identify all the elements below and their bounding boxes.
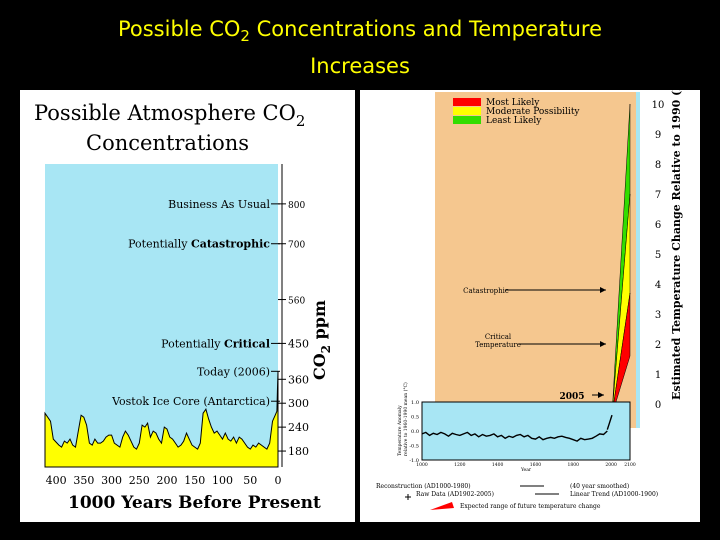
inset-y-tick-label: 1.0 (411, 400, 419, 406)
inset-y-tick-label: 0.0 (411, 429, 419, 435)
temp-y-axis-label: Estimated Temperature Change Relative to… (670, 90, 683, 400)
inset-legend-label: Linear Trend (AD1000-1900) (570, 491, 658, 498)
temp-annotation-arrowhead (598, 392, 604, 398)
inset-plot-frame (421, 401, 631, 461)
inset-legend-range-swatch (430, 502, 454, 510)
co2-chart: Possible Atmosphere CO2 Concentrations B… (34, 101, 333, 513)
co2-y-tick-label: 180 (288, 445, 309, 458)
co2-area-layer (44, 371, 279, 468)
temp-annotation-label: Critical (485, 333, 512, 341)
co2-annotation-label: Potentially Catastrophic (128, 238, 270, 251)
co2-x-tick-label: 350 (73, 474, 94, 487)
temp-y-tick-label: 10 (652, 100, 665, 111)
temp-inset-legend: Reconstruction (AD1000-1980) (40 year smo… (376, 483, 658, 510)
temp-y-tick-label: 7 (655, 190, 661, 201)
co2-annotation-layer: Business As Usual Potentially Catastrophi… (111, 198, 280, 408)
inset-x-tick-label: 2000 (605, 462, 617, 468)
inset-reconstruction-line (421, 430, 608, 442)
legend-label: Least Likely (486, 116, 542, 126)
co2-plot-background (45, 164, 278, 467)
co2-x-tick-label: 200 (157, 474, 178, 487)
temp-y-tick-label: 5 (655, 250, 661, 261)
temperature-chart-panel: 1.0 0.5 0.0 -0.5 -1.0 1000 1200 1400 1600 1800 200… (360, 90, 700, 522)
co2-y-axis-label: CO2 ppm (310, 300, 333, 380)
co2-y-tick-label: 240 (288, 421, 309, 434)
co2-series-area (44, 371, 279, 468)
projection-band (611, 292, 631, 416)
temp-projection-bands (611, 103, 631, 416)
inset-y-axis-label: relative to 1960-1990 mean (°C) (402, 382, 409, 456)
co2-x-tick-label: 50 (243, 474, 257, 487)
inset-x-tick-label: 1800 (568, 462, 580, 468)
inset-legend-label: Expected range of future temperature cha… (460, 503, 601, 510)
slide-title: Possible CO2 Concentrations and Temperat… (0, 14, 720, 81)
temp-y-tick-label: 6 (655, 220, 661, 231)
slide-title-line2: Increases (310, 54, 410, 78)
co2-x-tick-label: 400 (46, 474, 67, 487)
co2-y-tick-label: 450 (288, 337, 309, 350)
inset-x-axis-label: Year (520, 467, 532, 473)
legend-label: Most Likely (486, 98, 540, 108)
co2-annotation-label: Business As Usual (168, 198, 270, 211)
legend-swatch (453, 107, 481, 115)
title-subscript: 2 (240, 27, 250, 45)
inset-legend-label: Raw Data (AD1902-2005) (416, 491, 494, 498)
temp-y-tick-label: 3 (655, 310, 661, 321)
co2-x-tick-label: 150 (184, 474, 205, 487)
co2-y-tick-label: 800 (288, 201, 305, 211)
co2-y-tick-label: 360 (288, 373, 309, 386)
co2-annotation-label: Vostok Ice Core (Antarctica) (111, 395, 270, 408)
inset-y-tick-label: -0.5 (409, 444, 419, 450)
inset-y-tick-label: 0.5 (411, 415, 419, 421)
temp-y-tick-label: 0 (655, 400, 661, 411)
temp-annotation-arrowhead (600, 341, 606, 347)
co2-y-tick-label: 300 (288, 397, 309, 410)
inset-x-tick-label: 1400 (492, 462, 504, 468)
inset-x-tick-label: 1600 (530, 462, 542, 468)
co2-x-tick-label: 300 (101, 474, 122, 487)
temp-y-tick-label: 4 (655, 280, 661, 291)
temp-y-tick-label: 1 (655, 370, 661, 381)
temp-annotation-arrowhead (600, 287, 606, 293)
legend-label: Moderate Possibility (486, 107, 580, 117)
co2-x-tick-label: 250 (129, 474, 150, 487)
co2-x-axis-label: 1000 Years Before Present (68, 493, 321, 513)
temp-y-tick-label: 9 (655, 130, 661, 141)
inset-y-axis-label: Temperature Anomaly (397, 405, 403, 456)
inset-legend-label: (40 year smoothed) (570, 483, 629, 490)
title-text-co: Possible CO (117, 17, 241, 41)
temp-y-tick-label: 2 (655, 340, 661, 351)
co2-annotation-label: Today (2006) (197, 365, 270, 378)
temp-plot-edge (636, 92, 640, 428)
slide-title-line1: Possible CO2 Concentrations and Temperat… (0, 14, 720, 51)
temp-annotation-label: Catastrophic (463, 287, 509, 295)
inset-x-tick-label: 1000 (416, 462, 428, 468)
temp-plot-background (435, 92, 636, 428)
inset-x-tick-label: 1200 (454, 462, 466, 468)
co2-annotation-label: Potentially Critical (161, 337, 270, 350)
inset-legend-label: Reconstruction (AD1000-1980) (376, 483, 471, 490)
temp-y-tick-label: 8 (655, 160, 661, 171)
inset-x-tick-label: 2100 (624, 462, 636, 468)
inset-raw-data-line (606, 414, 613, 430)
co2-axis-layer: 800 700 560 450 360 300 240 180 400 350 300 250 200 1… (46, 164, 309, 487)
co2-x-tick-label: 100 (212, 474, 233, 487)
temp-annotation-label: Temperature (475, 341, 521, 349)
co2-chart-panel: Possible Atmosphere CO2 Concentrations B… (20, 90, 355, 522)
co2-chart-title-line1: Possible Atmosphere CO2 (34, 101, 305, 130)
co2-y-tick-label: 560 (288, 297, 305, 307)
title-text-rest: Concentrations and Temperature (249, 17, 603, 41)
co2-y-tick-label: 700 (288, 241, 305, 251)
legend-swatch (453, 116, 481, 124)
legend-swatch (453, 98, 481, 106)
co2-chart-title-line2: Concentrations (86, 131, 249, 155)
inset-y-tick-label: -1.0 (409, 458, 419, 464)
temp-annotation-label: 2005 (559, 392, 584, 402)
co2-x-tick-label: 0 (275, 474, 282, 487)
